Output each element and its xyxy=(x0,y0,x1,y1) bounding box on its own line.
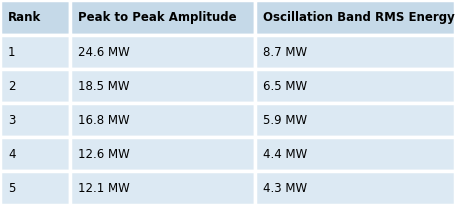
Text: 12.6 MW: 12.6 MW xyxy=(78,147,130,160)
Text: 5: 5 xyxy=(8,181,16,194)
Bar xyxy=(0,0,70,35)
Bar xyxy=(70,171,255,205)
Bar xyxy=(255,103,455,137)
Bar xyxy=(255,137,455,171)
Bar xyxy=(0,103,70,137)
Text: 1: 1 xyxy=(8,46,16,59)
Bar xyxy=(255,69,455,103)
Bar xyxy=(255,171,455,205)
Text: 2: 2 xyxy=(8,80,16,92)
Bar xyxy=(255,0,455,35)
Bar xyxy=(0,171,70,205)
Text: Rank: Rank xyxy=(8,11,41,24)
Bar xyxy=(255,35,455,69)
Bar xyxy=(70,35,255,69)
Bar xyxy=(0,69,70,103)
Text: 24.6 MW: 24.6 MW xyxy=(78,46,130,59)
Text: 8.7 MW: 8.7 MW xyxy=(263,46,307,59)
Text: Peak to Peak Amplitude: Peak to Peak Amplitude xyxy=(78,11,237,24)
Bar xyxy=(70,0,255,35)
Text: 4.3 MW: 4.3 MW xyxy=(263,181,307,194)
Text: 18.5 MW: 18.5 MW xyxy=(78,80,130,92)
Bar xyxy=(0,137,70,171)
Bar xyxy=(0,35,70,69)
Bar xyxy=(70,103,255,137)
Bar xyxy=(70,69,255,103)
Text: 6.5 MW: 6.5 MW xyxy=(263,80,307,92)
Text: 16.8 MW: 16.8 MW xyxy=(78,113,130,126)
Text: 3: 3 xyxy=(8,113,16,126)
Text: 4: 4 xyxy=(8,147,16,160)
Text: Oscillation Band RMS Energy: Oscillation Band RMS Energy xyxy=(263,11,455,24)
Text: 4.4 MW: 4.4 MW xyxy=(263,147,307,160)
Bar xyxy=(70,137,255,171)
Text: 5.9 MW: 5.9 MW xyxy=(263,113,307,126)
Text: 12.1 MW: 12.1 MW xyxy=(78,181,130,194)
